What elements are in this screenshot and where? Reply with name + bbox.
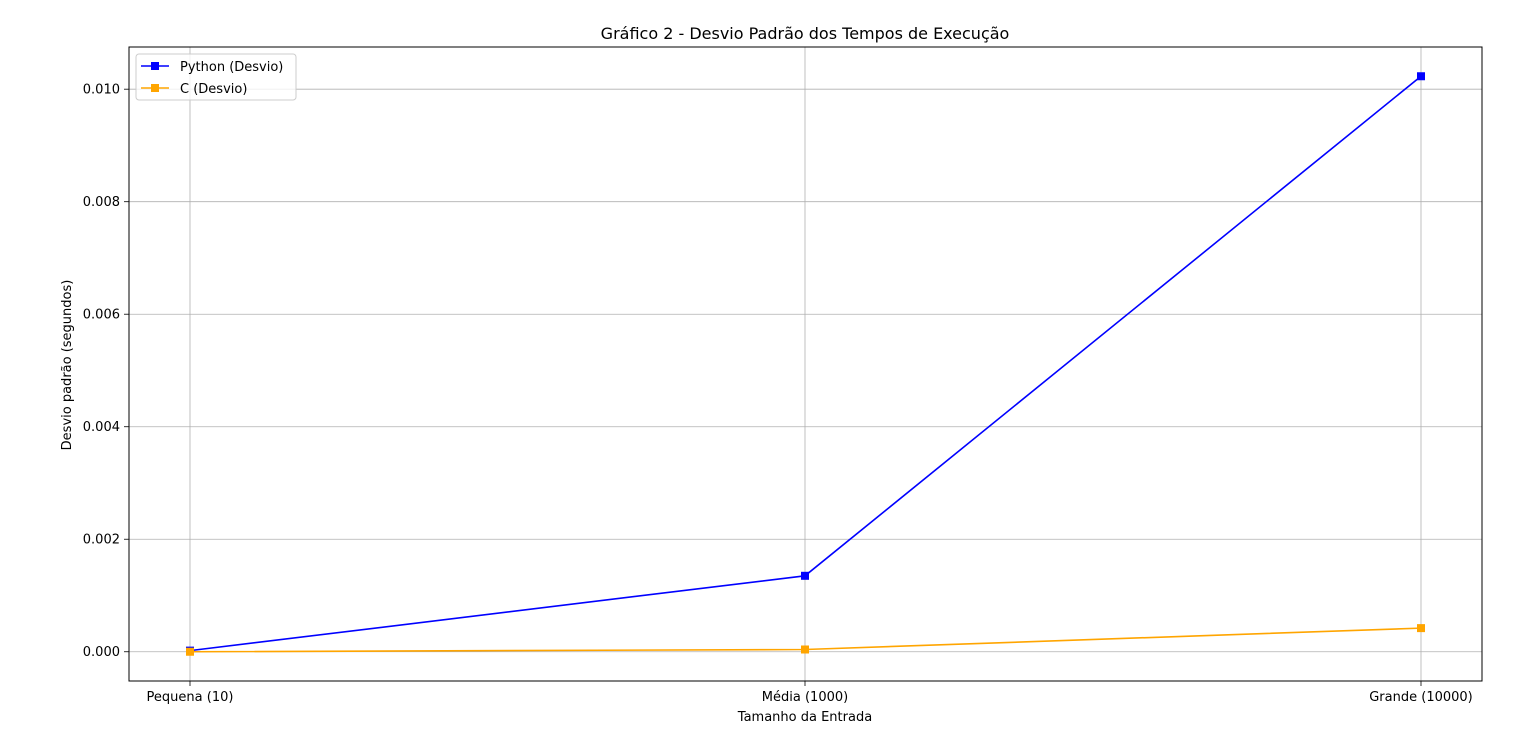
y-tick-label: 0.006 [83, 308, 120, 323]
legend: Python (Desvio) C (Desvio) [135, 53, 297, 101]
series-line-0 [189, 75, 1422, 652]
legend-label-c: C (Desvio) [180, 82, 247, 97]
data-point [801, 645, 809, 654]
y-tick-label: 0.002 [83, 533, 120, 548]
y-tick-label: 0.004 [83, 420, 120, 435]
y-axis-label: Desvio padrão (segundos) [60, 280, 75, 451]
grid-lines [129, 47, 1482, 681]
x-axis-ticks: Pequena (10) Média (1000) Grande (10000) [147, 681, 1473, 705]
y-tick-label: 0.010 [83, 83, 120, 98]
series-layer [186, 72, 1425, 656]
legend-label-python: Python (Desvio) [180, 60, 283, 75]
plot-frame [128, 46, 1483, 682]
legend-marker-c [151, 84, 159, 92]
x-tick-label: Grande (10000) [1369, 690, 1473, 705]
y-tick-label: 0.008 [83, 195, 120, 210]
legend-box [135, 53, 297, 101]
data-point [1417, 624, 1425, 633]
data-point [1417, 72, 1425, 81]
chart-title: Gráfico 2 - Desvio Padrão dos Tempos de … [601, 24, 1010, 43]
y-tick-label: 0.000 [83, 645, 120, 660]
data-point [801, 571, 809, 580]
data-point [186, 647, 194, 656]
x-tick-label: Média (1000) [762, 690, 848, 705]
x-tick-label: Pequena (10) [147, 690, 234, 705]
x-axis-label: Tamanho da Entrada [737, 710, 872, 725]
y-axis-ticks: 0.000 0.002 0.004 0.006 0.008 0.010 [83, 83, 129, 660]
legend-marker-python [151, 62, 159, 70]
